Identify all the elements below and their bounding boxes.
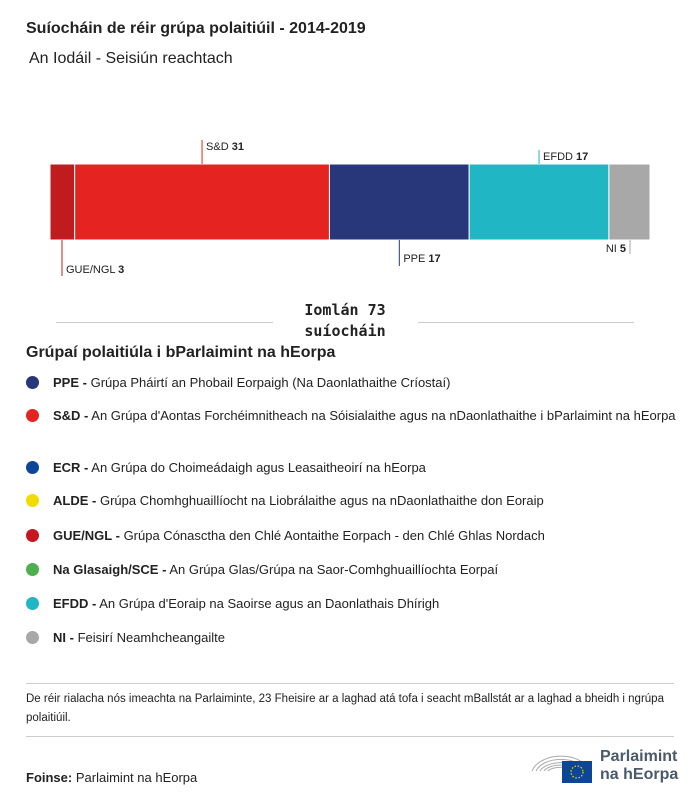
legend-dot-icon <box>26 631 39 644</box>
legend-name: An Grúpa d'Eoraip na Saoirse agus an Dao… <box>99 596 440 611</box>
data-label-value: 17 <box>428 253 440 265</box>
legend-name: Grúpa Pháirtí an Phobail Eorpaigh (Na Da… <box>90 375 451 390</box>
legend-abbr: NI - <box>53 630 74 645</box>
legend-abbr: Na Glasaigh/SCE - <box>53 562 167 577</box>
data-label-value: 5 <box>620 243 626 255</box>
legend-name: An Grúpa do Choimeádaigh agus Leasaitheo… <box>91 460 426 475</box>
legend-title: Grúpaí polaitiúla i bParlaimint na hEorp… <box>26 344 336 361</box>
chart-title: Suíocháin de réir grúpa polaitiúil - 201… <box>26 20 366 37</box>
hemicycle-icon <box>531 755 592 783</box>
logo-line2: na hEorpa <box>600 766 679 783</box>
divider <box>26 736 674 737</box>
legend-abbr: S&D - <box>53 408 89 423</box>
data-label: EFDD 17 <box>543 151 588 163</box>
data-label-category: NI <box>606 243 620 255</box>
legend-item: PPE - Grúpa Pháirtí an Phobail Eorpaigh … <box>26 373 693 392</box>
legend-name: Grúpa Chomhghuaillíocht na Liobrálaithe … <box>99 493 544 508</box>
legend-name: An Grúpa d'Aontas Forchéimnitheach na Só… <box>91 408 676 423</box>
data-label: NI 5 <box>606 243 626 255</box>
bar-segment-efdd <box>468 163 610 241</box>
legend-abbr: ECR - <box>53 460 89 475</box>
legend-item: GUE/NGL - Grúpa Cónasctha den Chlé Aonta… <box>26 526 693 545</box>
legend-dot-icon <box>26 563 39 576</box>
data-label-category: S&D <box>206 141 232 153</box>
divider <box>56 322 273 323</box>
legend-name: Feisirí Neamhcheangailte <box>77 630 225 645</box>
chart-subtitle: An Iodáil - Seisiún reachtach <box>29 50 233 67</box>
legend-name: An Grúpa Glas/Grúpa na Saor-Comhghuaillí… <box>169 562 499 577</box>
legend-item: ECR - An Grúpa do Choimeádaigh agus Leas… <box>26 458 693 477</box>
legend-dot-icon <box>26 529 39 542</box>
legend-abbr: EFDD - <box>53 596 97 611</box>
legend-name: Grúpa Cónasctha den Chlé Aontaithe Eorpa… <box>123 528 545 543</box>
bar-segment-ppe <box>328 163 470 241</box>
data-label: GUE/NGL 3 <box>66 264 124 276</box>
legend-dot-icon <box>26 494 39 507</box>
data-label: PPE 17 <box>403 253 440 265</box>
divider <box>418 322 634 323</box>
ep-logo: Parlaimint na hEorpa <box>530 745 680 787</box>
bar-segment-sd <box>74 163 330 241</box>
source: Foinse: Parlaimint na hEorpa <box>26 770 197 785</box>
bar-segment-guengl <box>49 163 76 241</box>
total-seats-label: Iomlán 73 suíocháin <box>275 300 415 342</box>
legend-dot-icon <box>26 461 39 474</box>
legend-dot-icon <box>26 597 39 610</box>
legend-item: ALDE - Grúpa Chomhghuaillíocht na Liobrá… <box>26 491 693 510</box>
source-value: Parlaimint na hEorpa <box>75 770 198 785</box>
legend-item: NI - Feisirí Neamhcheangailte <box>26 628 693 647</box>
data-label-value: 17 <box>576 151 588 163</box>
logo-line1: Parlaimint <box>600 748 678 765</box>
legend-item: EFDD - An Grúpa d'Eoraip na Saoirse agus… <box>26 594 693 613</box>
legend-dot-icon <box>26 409 39 422</box>
source-label: Foinse: <box>26 770 73 785</box>
data-label-value: 31 <box>232 141 244 153</box>
legend-abbr: ALDE - <box>53 493 97 508</box>
data-label-category: EFDD <box>543 151 576 163</box>
divider <box>26 683 674 684</box>
data-label-category: GUE/NGL <box>66 264 118 276</box>
bar-segment-ni <box>608 163 651 241</box>
legend-item: Na Glasaigh/SCE - An Grúpa Glas/Grúpa na… <box>26 560 693 579</box>
data-label: S&D 31 <box>206 141 244 153</box>
legend-dot-icon <box>26 376 39 389</box>
legend-abbr: GUE/NGL - <box>53 528 120 543</box>
legend-item: S&D - An Grúpa d'Aontas Forchéimnitheach… <box>26 406 693 425</box>
data-label-category: PPE <box>403 253 428 265</box>
legend-abbr: PPE - <box>53 375 87 390</box>
data-label-value: 3 <box>118 264 124 276</box>
footnote: De réir rialacha nós imeachta na Parlaim… <box>26 693 664 724</box>
